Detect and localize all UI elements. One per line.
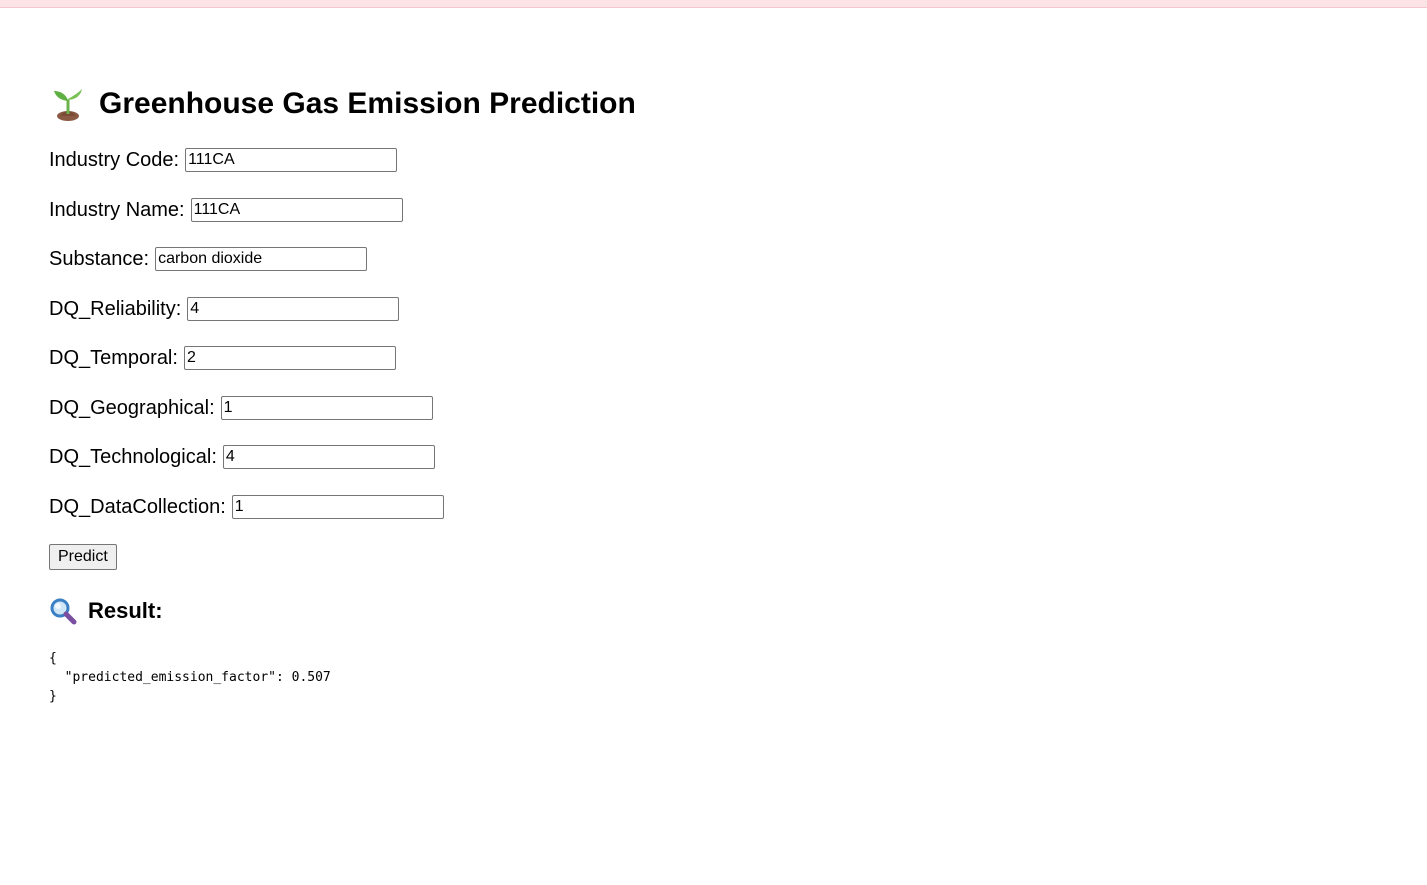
- industry-name-label: Industry Name:: [49, 198, 185, 221]
- page-title: Greenhouse Gas Emission Prediction: [49, 86, 636, 122]
- dq-geographical-label: DQ_Geographical:: [49, 396, 215, 419]
- page-title-text: Greenhouse Gas Emission Prediction: [99, 87, 636, 120]
- industry-code-label: Industry Code:: [49, 148, 180, 171]
- dq-datacollection-label: DQ_DataCollection:: [49, 495, 226, 518]
- substance-input[interactable]: [155, 247, 368, 271]
- dq-temporal-input[interactable]: [183, 346, 396, 370]
- result-output: { "predicted_emission_factor": 0.507 }: [49, 651, 331, 704]
- dq-temporal-label: DQ_Temporal:: [49, 346, 178, 369]
- field-industry-name: Industry Name:: [49, 196, 403, 224]
- dq-reliability-input[interactable]: [187, 297, 400, 321]
- field-industry-code: Industry Code:: [49, 146, 398, 174]
- field-dq-geographical: DQ_Geographical:: [49, 394, 433, 422]
- field-dq-datacollection: DQ_DataCollection:: [49, 493, 444, 521]
- industry-code-input[interactable]: [185, 148, 398, 172]
- field-substance: Substance:: [49, 245, 368, 273]
- dq-technological-input[interactable]: [222, 445, 435, 469]
- substance-label: Substance:: [49, 247, 150, 270]
- field-dq-temporal: DQ_Temporal:: [49, 344, 396, 372]
- industry-name-input[interactable]: [190, 198, 403, 222]
- dq-geographical-input[interactable]: [220, 396, 433, 420]
- field-dq-technological: DQ_Technological:: [49, 443, 435, 471]
- dq-technological-label: DQ_Technological:: [49, 445, 217, 468]
- result-heading-text: Result:: [88, 598, 163, 623]
- magnifier-icon: [49, 597, 77, 625]
- dq-reliability-label: DQ_Reliability:: [49, 297, 182, 320]
- predict-button[interactable]: Predict: [49, 544, 117, 570]
- dq-datacollection-input[interactable]: [231, 495, 444, 519]
- top-strip: [0, 0, 1427, 8]
- field-dq-reliability: DQ_Reliability:: [49, 295, 400, 323]
- seedling-icon: [49, 86, 87, 122]
- result-heading: Result:: [49, 597, 163, 625]
